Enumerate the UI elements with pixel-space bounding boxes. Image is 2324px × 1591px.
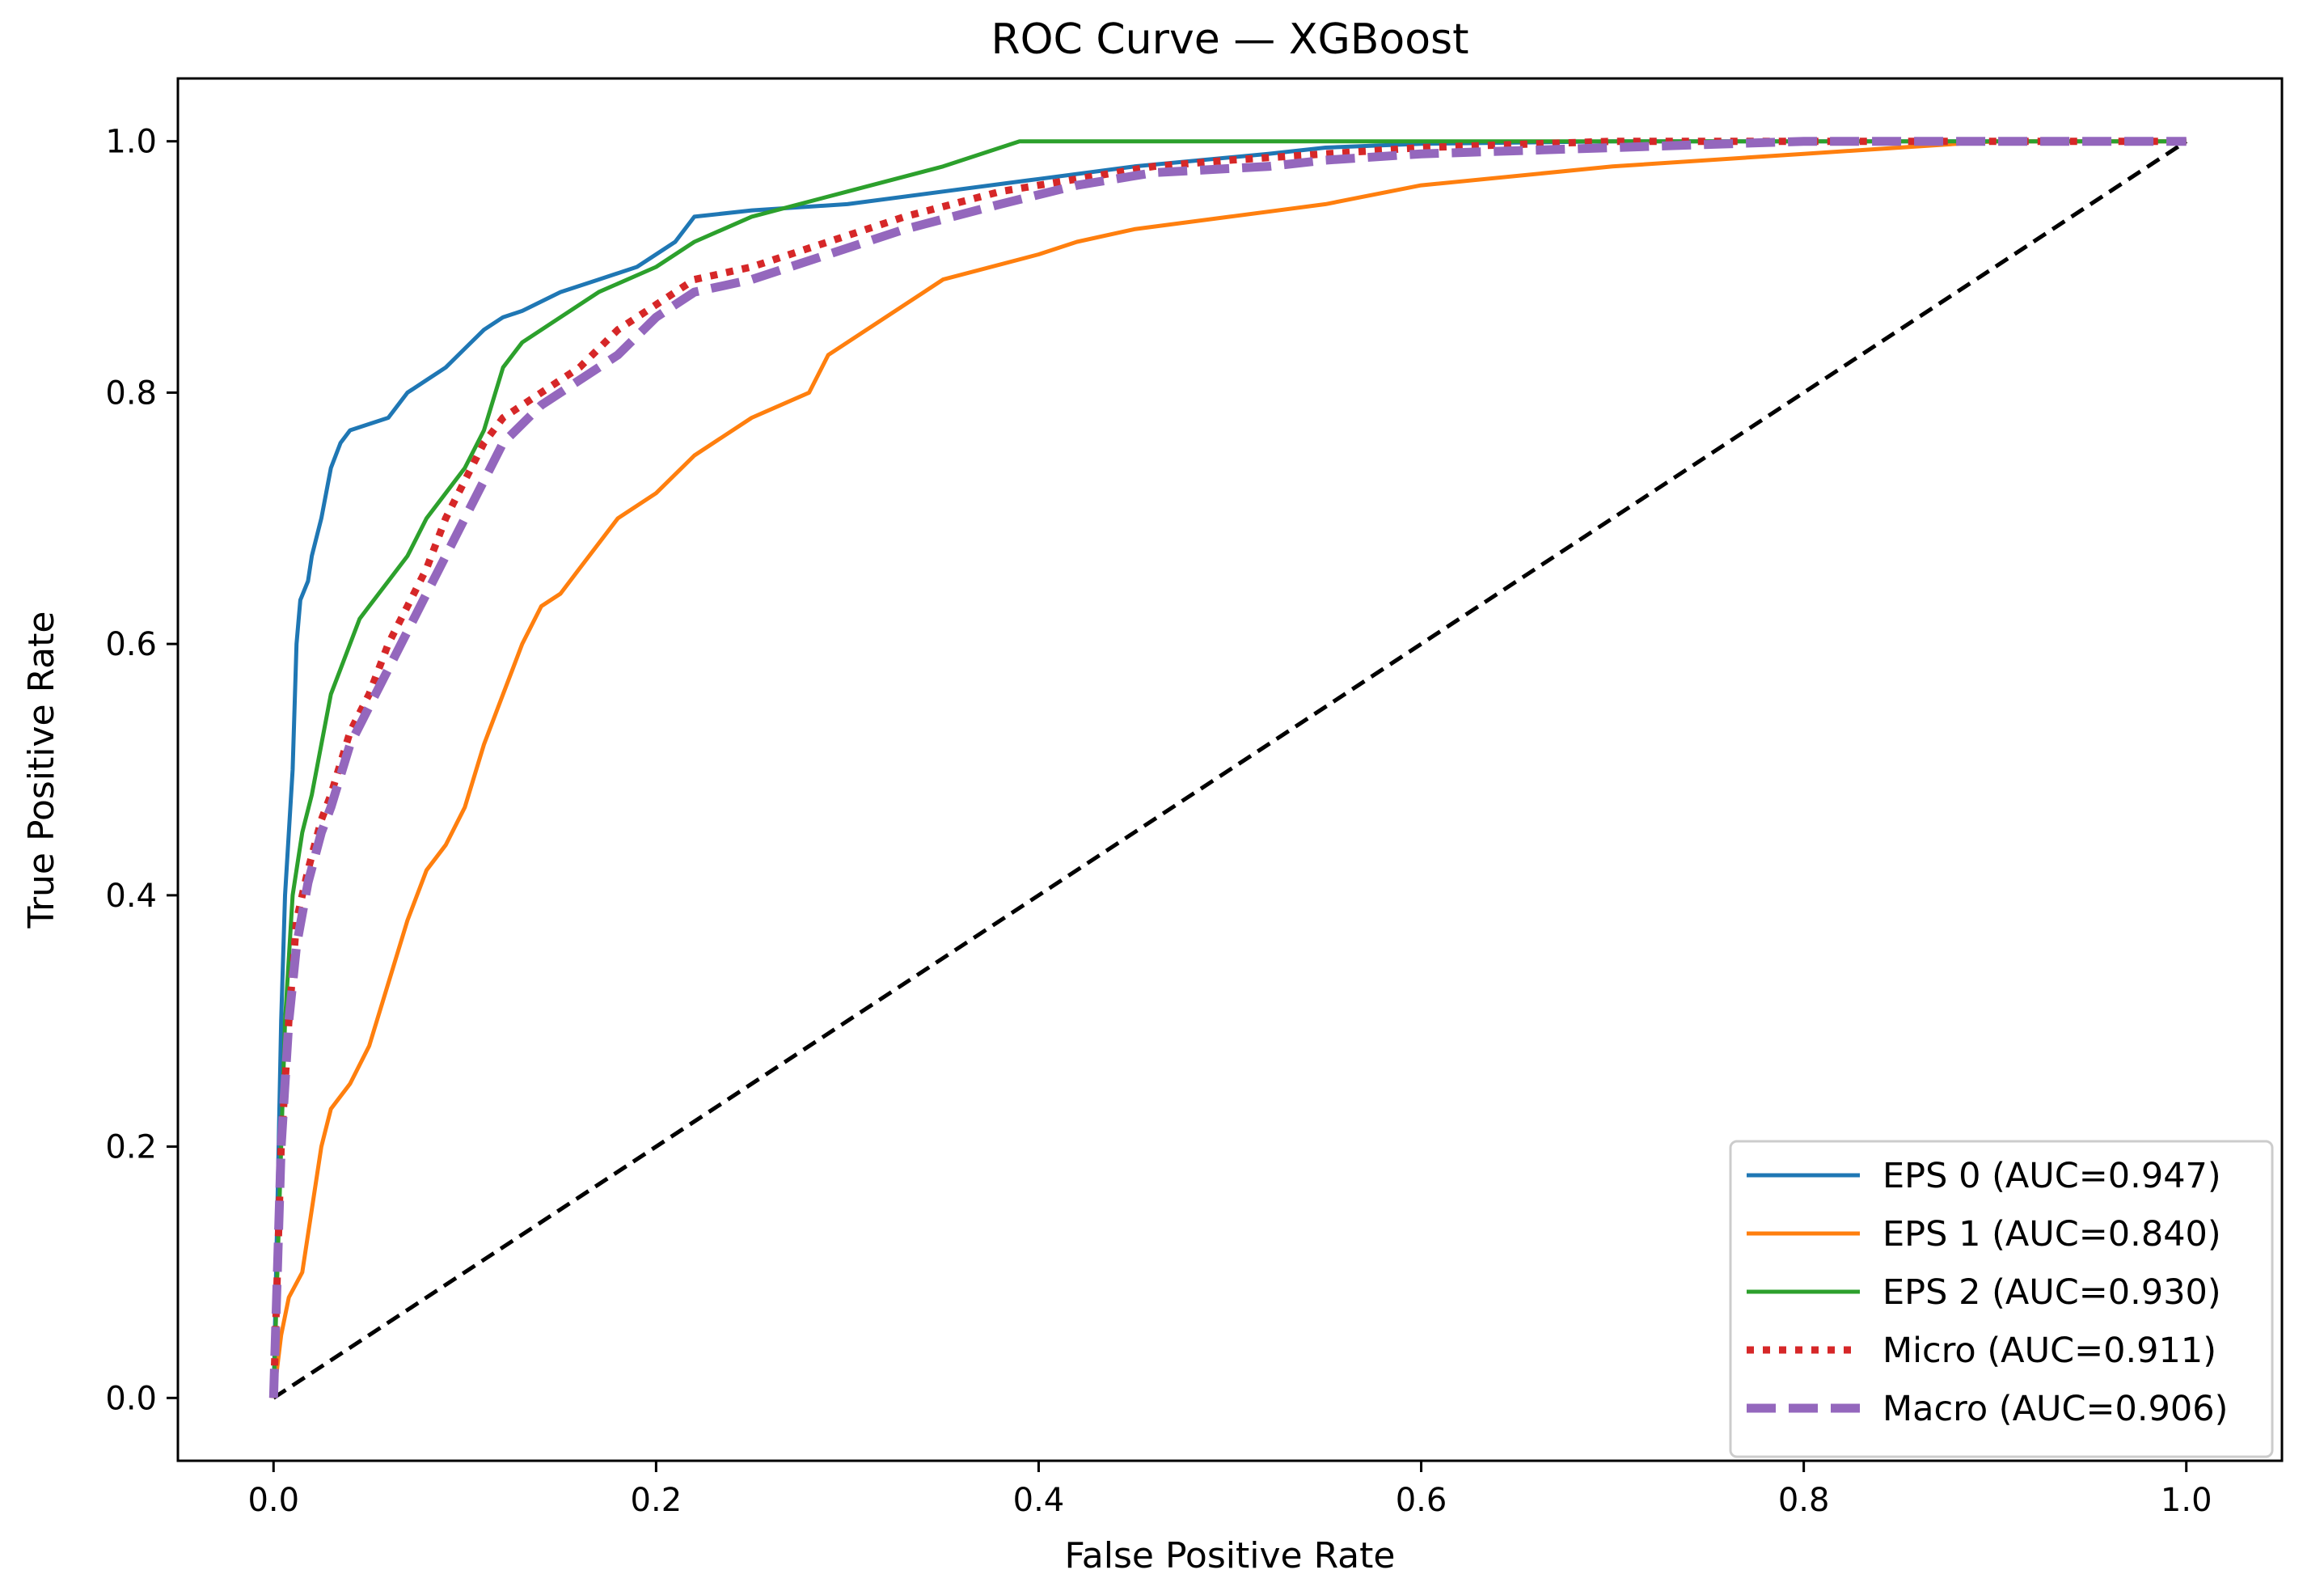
series-line-macro <box>268 137 2187 1398</box>
series-line-eps-1 <box>271 139 2187 1398</box>
plot-frame <box>176 77 2284 1462</box>
legend-label: EPS 1 (AUC=0.840) <box>1882 1214 2221 1255</box>
chart-title: ROC Curve — XGBoost <box>991 15 1468 64</box>
y-tick-label: 0.4 <box>105 878 157 915</box>
y-tick-label: 1.0 <box>105 124 157 161</box>
x-tick-label: 1.0 <box>2161 1482 2212 1519</box>
legend-label: Macro (AUC=0.906) <box>1882 1389 2228 1429</box>
x-tick-label: 0.4 <box>1013 1482 1065 1519</box>
legend-label: Micro (AUC=0.911) <box>1882 1331 2216 1371</box>
legend-label: EPS 2 (AUC=0.930) <box>1882 1272 2221 1313</box>
x-tick-label: 0.6 <box>1396 1482 1447 1519</box>
series-line-eps-2 <box>271 139 2187 1398</box>
y-tick-label: 0.0 <box>105 1380 157 1417</box>
x-tick-label: 0.2 <box>631 1482 682 1519</box>
x-axis-label: False Positive Rate <box>1065 1535 1396 1576</box>
y-tick-label: 0.6 <box>105 626 157 663</box>
legend-box <box>1729 1140 2274 1458</box>
chance-diagonal-line <box>272 139 2188 1400</box>
y-tick-label: 0.2 <box>105 1129 157 1166</box>
x-tick-label: 0.0 <box>247 1482 299 1519</box>
y-axis: 0.0 0.2 0.4 0.6 0.8 1.0 <box>105 124 178 1417</box>
plot-area <box>268 137 2188 1400</box>
x-tick-label: 0.8 <box>1778 1482 1830 1519</box>
y-axis-label: True Positive Rate <box>21 611 62 929</box>
x-axis: 0.0 0.2 0.4 0.6 0.8 1.0 <box>247 1461 2212 1519</box>
legend-label: EPS 0 (AUC=0.947) <box>1882 1156 2221 1196</box>
legend: EPS 0 (AUC=0.947) EPS 1 (AUC=0.840) EPS 2 … <box>1729 1140 2274 1458</box>
y-tick-label: 0.8 <box>105 374 157 412</box>
